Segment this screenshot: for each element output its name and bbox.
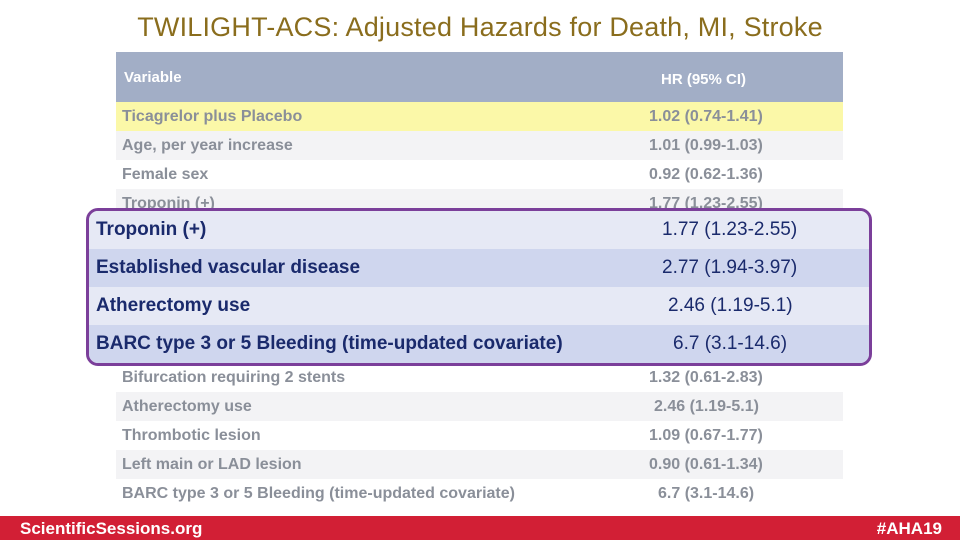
row-variable: Bifurcation requiring 2 stents [122, 369, 346, 386]
table-row: Age, per year increase 1.01 (0.99-1.03) [116, 131, 843, 160]
row-hr: 0.92 (0.62-1.36) [649, 166, 763, 183]
callout-variable: Established vascular disease [96, 257, 361, 278]
table-row: BARC type 3 or 5 Bleeding (time-updated … [116, 479, 843, 508]
row-hr: 2.46 (1.19-5.1) [654, 398, 759, 415]
row-hr: 1.77 (1.23-2.55) [649, 195, 763, 212]
callout-variable: Atherectomy use [96, 295, 251, 316]
slide-title: TWILIGHT-ACS: Adjusted Hazards for Death… [137, 12, 823, 42]
callout-hr: 6.7 (3.1-14.6) [673, 333, 788, 354]
table-row: Bifurcation requiring 2 stents 1.32 (0.6… [116, 363, 843, 392]
row-variable: Troponin (+) [122, 195, 215, 212]
row-hr: 1.01 (0.99-1.03) [649, 137, 763, 154]
callout-hr: 2.77 (1.94-3.97) [662, 257, 798, 278]
callout-variable: BARC type 3 or 5 Bleeding (time-updated … [96, 333, 563, 354]
footer-website: ScientificSessions.org [20, 519, 203, 538]
row-hr: 1.09 (0.67-1.77) [649, 427, 763, 444]
table-row: Ticagrelor plus Placebo 1.02 (0.74-1.41) [116, 102, 843, 131]
row-hr: 1.02 (0.74-1.41) [649, 108, 763, 125]
table-row: Left main or LAD lesion 0.90 (0.61-1.34) [116, 450, 843, 479]
row-hr: 0.90 (0.61-1.34) [649, 456, 763, 473]
callout-hr: 1.77 (1.23-2.55) [662, 219, 798, 240]
highlight-callout-box: Troponin (+) 1.77 (1.23-2.55) Establishe… [86, 208, 872, 366]
header-variable: Variable [124, 69, 182, 86]
row-variable: Thrombotic lesion [122, 427, 261, 444]
row-variable: Female sex [122, 166, 209, 183]
row-variable: Atherectomy use [122, 398, 252, 415]
row-variable: Ticagrelor plus Placebo [122, 108, 303, 125]
callout-row: Atherectomy use 2.46 (1.19-5.1) [89, 287, 869, 325]
callout-variable: Troponin (+) [96, 219, 207, 240]
callout-row: Established vascular disease 2.77 (1.94-… [89, 249, 869, 287]
callout-hr: 2.46 (1.19-5.1) [668, 295, 793, 316]
callout-row: BARC type 3 or 5 Bleeding (time-updated … [89, 325, 869, 363]
table-row: Atherectomy use 2.46 (1.19-5.1) [116, 392, 843, 421]
row-variable: Left main or LAD lesion [122, 456, 302, 473]
row-variable: Age, per year increase [122, 137, 293, 154]
row-hr: 1.32 (0.61-2.83) [649, 369, 763, 386]
row-hr: 6.7 (3.1-14.6) [658, 485, 755, 502]
row-variable: BARC type 3 or 5 Bleeding (time-updated … [122, 485, 515, 502]
table-row: Female sex 0.92 (0.62-1.36) [116, 160, 843, 189]
callout-row: Troponin (+) 1.77 (1.23-2.55) [89, 211, 869, 249]
footer-bar: ScientificSessions.org #AHA19 [0, 516, 960, 540]
header-hr: HR (95% CI) [661, 71, 747, 88]
footer-hashtag: #AHA19 [876, 519, 942, 538]
table-header: Variable HR (95% CI) [116, 52, 843, 102]
table-row: Thrombotic lesion 1.09 (0.67-1.77) [116, 421, 843, 450]
